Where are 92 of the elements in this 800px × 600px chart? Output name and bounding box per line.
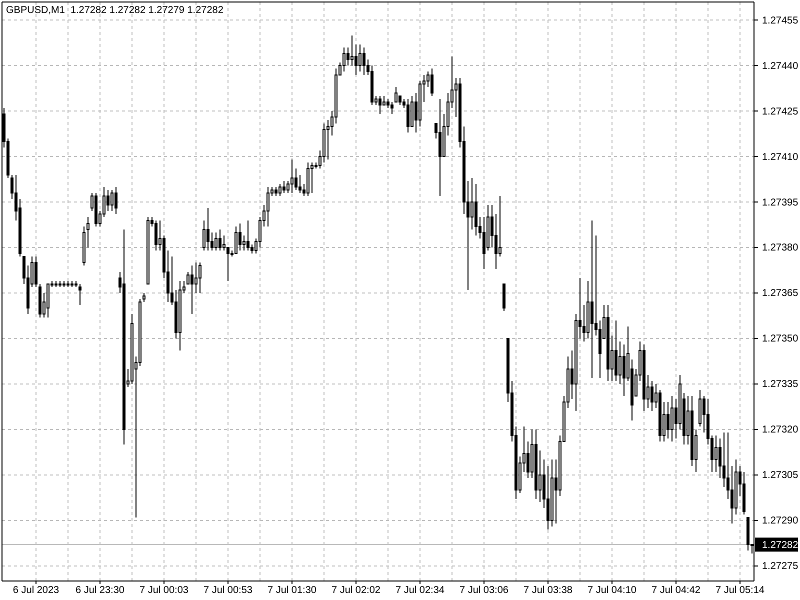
candlestick xyxy=(546,465,550,530)
candlestick xyxy=(650,380,654,412)
candlestick xyxy=(246,220,250,252)
candlestick xyxy=(222,234,226,252)
candlestick xyxy=(718,438,722,478)
candlestick xyxy=(354,44,358,76)
candlestick xyxy=(290,159,294,194)
candlestick xyxy=(482,216,486,270)
candlestick xyxy=(622,344,626,397)
candlestick xyxy=(526,441,530,478)
candlestick xyxy=(218,228,222,252)
candlestick xyxy=(194,262,198,294)
candlestick xyxy=(294,168,298,190)
candlestick xyxy=(242,234,246,252)
candlestick xyxy=(618,341,622,384)
candlestick xyxy=(358,44,362,72)
x-tick-label: 7 Jul 02:02 xyxy=(332,585,381,596)
candlestick xyxy=(666,402,670,440)
x-tick-label: 7 Jul 03:38 xyxy=(524,585,573,596)
y-tick-label: 1.27320 xyxy=(762,424,799,436)
y-tick-label: 1.27365 xyxy=(762,288,799,300)
candlestick xyxy=(714,434,718,472)
y-tick-label: 1.27305 xyxy=(762,470,799,482)
x-tick-label: 6 Jul 23:30 xyxy=(76,585,125,596)
candlestick xyxy=(214,232,218,252)
candlestick xyxy=(142,292,146,303)
candlestick xyxy=(298,174,302,194)
candlestick xyxy=(378,95,382,115)
candlestick xyxy=(198,262,202,294)
x-tick-label: 7 Jul 03:06 xyxy=(460,585,509,596)
x-tick-label: 6 Jul 2023 xyxy=(12,585,60,596)
candlestick xyxy=(310,162,314,194)
candlestick xyxy=(106,189,110,212)
candlestick xyxy=(186,271,190,284)
x-tick-label: 7 Jul 01:30 xyxy=(268,585,317,596)
y-tick-label: 1.27290 xyxy=(762,516,799,527)
candlestick xyxy=(238,222,242,252)
candlestick xyxy=(350,34,354,66)
x-tick-label: 7 Jul 00:03 xyxy=(140,585,189,596)
candlestick xyxy=(210,232,214,252)
candlestick xyxy=(382,95,386,106)
candlestick xyxy=(286,180,290,194)
candlestick xyxy=(386,98,390,109)
candlestick xyxy=(470,177,474,230)
candlestick xyxy=(78,283,82,306)
candlestick xyxy=(398,95,402,106)
y-tick-label: 1.27410 xyxy=(762,152,799,163)
y-tick-label: 1.27380 xyxy=(762,242,799,254)
y-tick-label: 1.27440 xyxy=(762,60,799,72)
candlestick xyxy=(206,208,210,252)
candlestick xyxy=(154,220,158,252)
x-tick-label: 7 Jul 00:53 xyxy=(204,585,253,596)
candlestick xyxy=(498,196,502,258)
candlestick xyxy=(342,46,346,72)
x-tick-label: 7 Jul 05:14 xyxy=(716,585,765,596)
x-tick-label: 7 Jul 02:34 xyxy=(396,585,445,596)
y-tick-label: 1.27455 xyxy=(762,15,799,26)
x-tick-label: 7 Jul 04:10 xyxy=(588,585,637,596)
candlestick xyxy=(226,247,230,282)
candlestick xyxy=(250,244,254,254)
y-tick-label: 1.27275 xyxy=(762,561,799,572)
candlestick xyxy=(430,68,434,96)
candlestick xyxy=(390,102,394,115)
candlestick xyxy=(362,46,366,76)
candlestick xyxy=(202,220,206,252)
candlestick xyxy=(582,304,586,342)
candlestick xyxy=(110,189,114,212)
y-tick-label: 1.27350 xyxy=(762,334,799,345)
candlestick xyxy=(346,46,350,66)
candlestick xyxy=(730,465,734,524)
candlestick xyxy=(282,180,286,194)
y-tick-label: 1.27335 xyxy=(762,379,799,390)
candlestick xyxy=(190,265,194,315)
x-tick-label: 7 Jul 04:42 xyxy=(652,585,701,596)
chart-title: GBPUSD,M1 1.27282 1.27282 1.27279 1.27282 xyxy=(6,5,224,16)
candlestick xyxy=(234,226,238,254)
candlestick xyxy=(670,396,674,442)
y-tick-label: 1.27425 xyxy=(762,106,799,118)
candlestick xyxy=(34,256,38,288)
candlestick xyxy=(86,216,90,248)
candlestick xyxy=(274,186,278,197)
candlestick xyxy=(266,186,270,227)
candlestick xyxy=(278,183,282,197)
candlestick xyxy=(722,432,726,488)
ref-line-label: 1.27282 xyxy=(762,540,799,552)
candlestick xyxy=(326,120,330,160)
candlestick xyxy=(590,220,594,378)
candlestick xyxy=(114,186,118,215)
y-tick-label: 1.27395 xyxy=(762,197,799,208)
candlestick xyxy=(394,86,398,103)
candlestick xyxy=(406,98,410,133)
candlestick xyxy=(494,214,498,270)
